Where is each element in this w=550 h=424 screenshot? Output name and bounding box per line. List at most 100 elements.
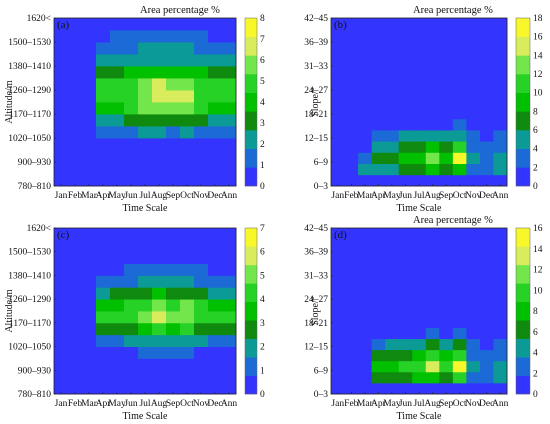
heatmap-cell [412, 96, 427, 108]
heatmap-cell [439, 382, 454, 395]
colorbar-tick-label: 12 [533, 70, 543, 80]
heatmap-cell [452, 118, 467, 131]
heatmap-cell [358, 316, 373, 328]
heatmap-cell [358, 338, 373, 351]
heatmap-cell [371, 51, 386, 64]
heatmap-cell [138, 299, 153, 312]
x-tick-label: Nov [465, 191, 482, 201]
heatmap-cell [180, 358, 195, 371]
heatmap-cell [479, 294, 494, 306]
heatmap-cell [452, 130, 467, 142]
y-tick-label: 1620< [27, 224, 51, 234]
heatmap-cell [68, 358, 83, 371]
x-tick-label: Sep [166, 191, 181, 201]
heatmap-cell [452, 360, 467, 373]
heatmap-cell [194, 346, 209, 359]
heatmap-cell [479, 118, 494, 131]
heatmap-cell [344, 250, 359, 262]
heatmap-cell [479, 250, 494, 262]
heatmap-cell [412, 40, 427, 52]
colorbar-tick-label: 6 [260, 248, 265, 258]
heatmap-cell [152, 102, 167, 115]
heatmap-cell [82, 174, 97, 187]
heatmap-cell [479, 40, 494, 52]
heatmap-cell [331, 360, 345, 373]
heatmap-cell [68, 346, 83, 359]
heatmap-cell [412, 305, 427, 317]
heatmap-cell [493, 96, 508, 108]
heatmap-cell [194, 90, 209, 103]
y-tick-label: 1380–1410 [8, 271, 51, 281]
x-tick-label: Dec [479, 399, 494, 409]
heatmap-cell [371, 85, 386, 97]
heatmap-cell [412, 141, 427, 153]
heatmap-cell [466, 327, 481, 340]
heatmap-cell [208, 228, 223, 241]
heatmap-cell [398, 371, 413, 384]
panel-label: (c) [57, 229, 70, 241]
heatmap-cell [344, 349, 359, 362]
heatmap-cell [82, 54, 97, 67]
heatmap-cell [344, 141, 359, 153]
heatmap-cell [493, 74, 508, 86]
heatmap-cell [452, 163, 467, 176]
heatmap-cell [138, 90, 153, 103]
heatmap-cell [166, 346, 181, 359]
heatmap-cell [194, 126, 209, 139]
heatmap-cell [439, 130, 454, 142]
heatmap-cell [439, 250, 454, 262]
heatmap-cell [425, 327, 440, 340]
heatmap-cell [166, 239, 181, 253]
heatmap-cell [385, 174, 400, 187]
heatmap-cell [493, 118, 508, 131]
heatmap-cell [68, 382, 83, 395]
heatmap-cell [110, 150, 125, 163]
heatmap-cell [412, 130, 427, 142]
heatmap-cell [425, 51, 440, 64]
heatmap-cell [385, 327, 400, 340]
colorbar-tick-label: 7 [260, 224, 265, 234]
heatmap-cell [493, 107, 508, 120]
heatmap-cell [208, 370, 223, 383]
heatmap-cell [124, 54, 139, 67]
heatmap-cell [466, 305, 481, 317]
heatmap-cell [54, 162, 69, 175]
heatmap-cell [412, 349, 427, 362]
heatmap-cell [166, 66, 181, 79]
heatmap-cell [358, 371, 373, 384]
heatmap-cell [331, 338, 345, 351]
heatmap-cell [110, 228, 125, 241]
heatmap-cell [166, 275, 181, 288]
heatmap-cell [194, 162, 209, 175]
heatmap-cell [82, 251, 97, 264]
heatmap-cell [124, 114, 139, 127]
heatmap-cell [385, 349, 400, 362]
heatmap-cell [166, 138, 181, 151]
heatmap-cell [54, 228, 69, 241]
heatmap-cell [152, 174, 167, 187]
heatmap-cell [493, 338, 508, 351]
heatmap-cell [166, 54, 181, 67]
heatmap-cell [138, 275, 153, 288]
heatmap-cell [479, 283, 494, 295]
heatmap-cell [493, 316, 508, 328]
heatmap-cell [439, 272, 454, 284]
x-tick-label: Mar [357, 399, 374, 409]
heatmap-cell [439, 107, 454, 120]
heatmap-cell [208, 322, 223, 336]
colorbar-swatch [245, 228, 257, 247]
heatmap-cell [208, 358, 223, 371]
heatmap-cell [385, 18, 400, 30]
heatmap-cell [194, 102, 209, 115]
colorbar-tick-label: 0 [260, 390, 265, 400]
heatmap-cell [385, 283, 400, 295]
heatmap-cell [222, 228, 237, 241]
heatmap-cell [452, 338, 467, 351]
panel-label: (a) [57, 19, 70, 31]
heatmap-cell [180, 90, 195, 103]
colorbar-tick-label: 8 [533, 107, 538, 117]
heatmap-cell [96, 114, 111, 127]
heatmap-cell [68, 228, 83, 241]
heatmap-cell [110, 299, 125, 312]
heatmap-cell [452, 74, 467, 86]
